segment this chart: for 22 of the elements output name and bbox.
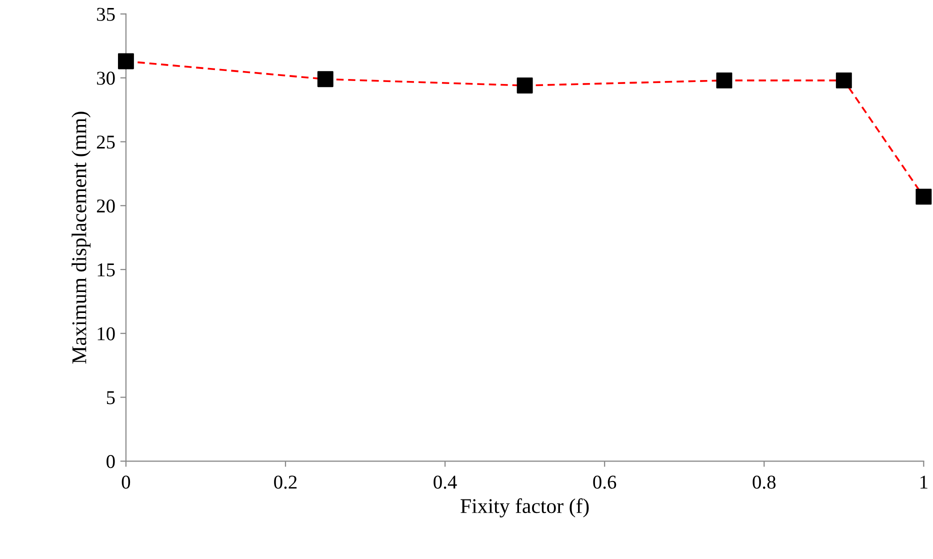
x-tick-label: 0.8 — [752, 476, 776, 489]
y-tick-label: 25 — [96, 136, 115, 149]
x-tick-label: 0.4 — [434, 476, 457, 489]
y-tick-label: 30 — [97, 72, 115, 85]
y-tick-label: 10 — [98, 327, 115, 340]
y-tick-label: 0 — [106, 454, 115, 468]
x-axis-title: Fixity factor (f) — [460, 498, 589, 518]
point — [836, 72, 852, 88]
point — [118, 53, 134, 70]
point — [317, 71, 334, 88]
x-tick-label: 0 — [122, 476, 130, 489]
y-tick-label: 5 — [106, 391, 115, 404]
x-tick-label: 0.6 — [593, 476, 616, 489]
y-axis-title: Maximum displacement (mm) — [72, 112, 91, 364]
y-tick-label: 35 — [97, 8, 115, 21]
y-tick-label: 20 — [96, 199, 115, 213]
x-tick-label: 1 — [920, 476, 928, 489]
x-tick-label: 0.2 — [274, 476, 297, 489]
point — [716, 72, 732, 88]
point — [916, 188, 932, 205]
point — [516, 78, 533, 94]
y-tick-label: 15 — [98, 263, 115, 276]
